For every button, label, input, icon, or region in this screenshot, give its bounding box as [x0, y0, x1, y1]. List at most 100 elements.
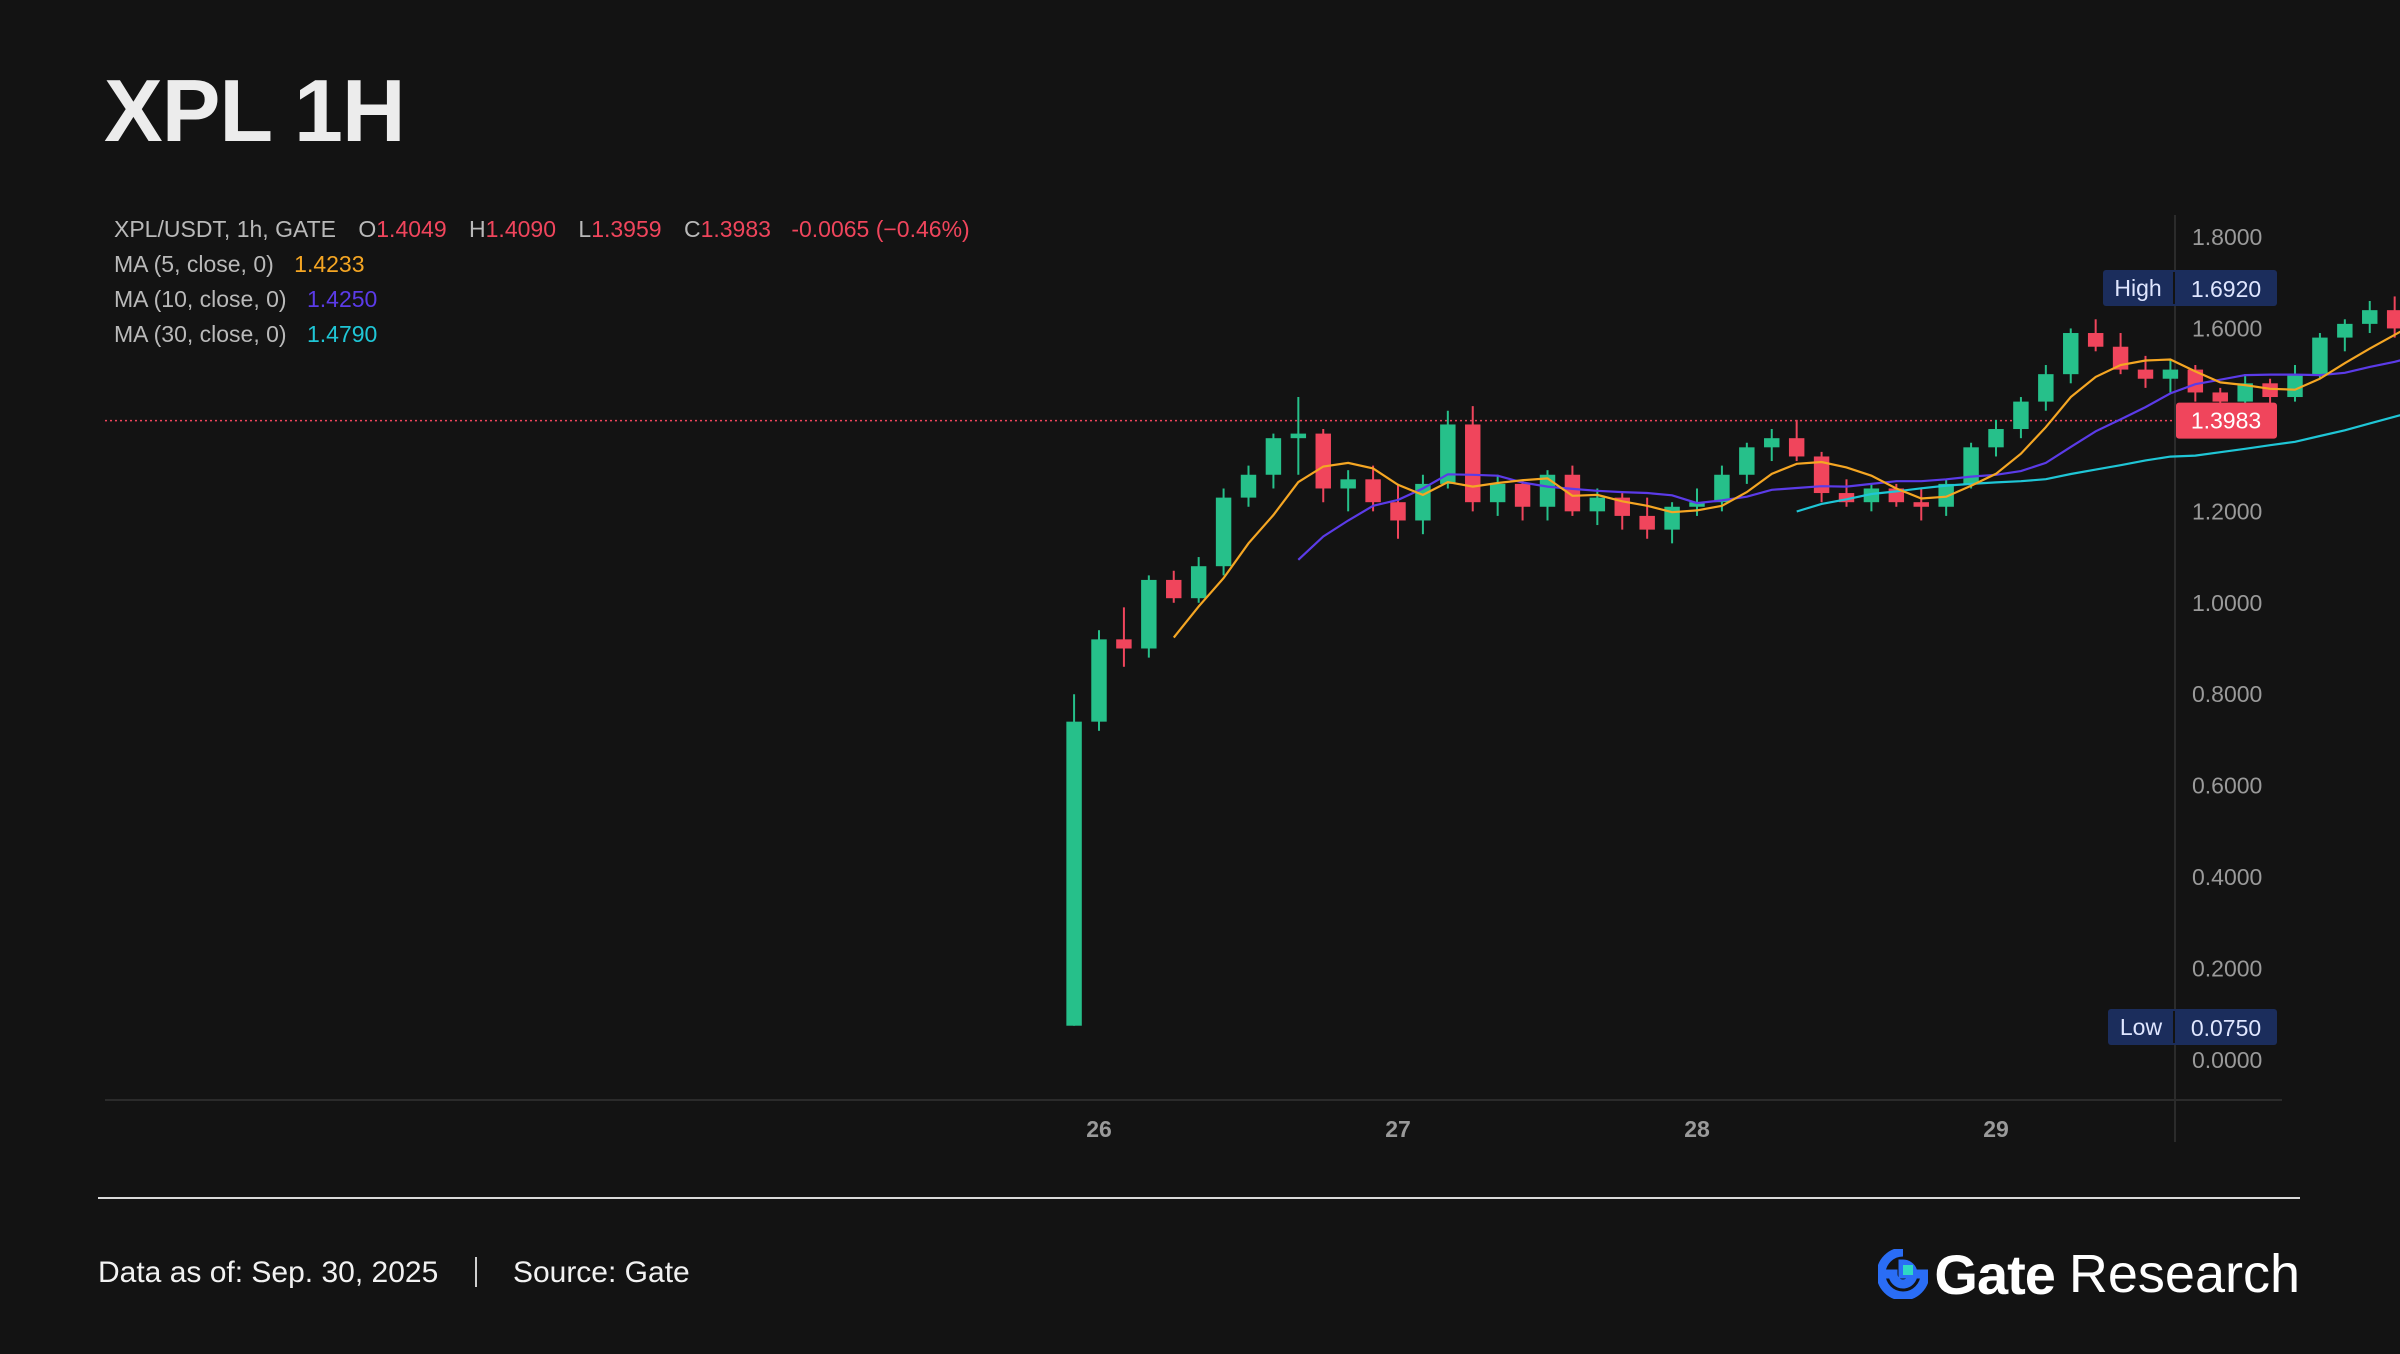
- candle-body: [2312, 337, 2328, 375]
- candle: [2013, 397, 2029, 439]
- legend-ma10-value: 1.4250: [307, 286, 377, 312]
- candle-body: [1689, 502, 1705, 507]
- candle-body: [2087, 333, 2104, 347]
- low-label: Low: [2120, 1014, 2163, 1040]
- svg-text:MA (10, close, 0) 1.4250: MA (10, close, 0) 1.4250: [114, 286, 377, 312]
- candle: [1091, 630, 1107, 731]
- candle-body: [1340, 479, 1356, 489]
- legend-low-label: L: [578, 216, 591, 242]
- candle-body: [2137, 369, 2154, 379]
- candle: [1913, 488, 1929, 521]
- high-value: 1.6920: [2191, 276, 2261, 302]
- candle-body: [1988, 429, 2004, 448]
- candle: [1215, 488, 1232, 576]
- candle: [2287, 365, 2303, 402]
- y-tick-label: 0.6000: [2192, 773, 2262, 799]
- footer-source-info: Data as of: Sep. 30, 2025 Source: Gate: [98, 1256, 690, 1290]
- candle: [1166, 570, 1182, 603]
- candle-body: [1963, 447, 1979, 484]
- candle: [2162, 360, 2179, 393]
- low-marker: Low 0.0750: [2108, 1009, 2277, 1045]
- candle: [1614, 493, 1630, 530]
- candle: [2386, 296, 2400, 338]
- brand-gate: Gate: [1934, 1242, 2055, 1306]
- candle-body: [2237, 383, 2253, 402]
- last-price-badge: 1.3983: [2176, 402, 2277, 439]
- legend: XPL/USDT, 1h, GATE O1.4049 H1.4090 L1.39…: [114, 216, 970, 347]
- candle-body: [2386, 310, 2400, 329]
- gate-research-logo: Gate Research: [1878, 1242, 2300, 1306]
- y-tick-label: 0.0000: [2192, 1047, 2262, 1073]
- candle: [1190, 557, 1207, 603]
- x-tick-label: 26: [1086, 1116, 1112, 1142]
- candle: [1863, 483, 1880, 512]
- candle-body: [1215, 497, 1232, 567]
- svg-text:XPL/USDT, 1h, GATE O1.40: XPL/USDT, 1h, GATE O1.4049 H1.4090 L1.39…: [114, 216, 970, 242]
- candle-body: [1714, 474, 1730, 503]
- ma30-line: [1796, 414, 2400, 513]
- y-tick-label: 1.2000: [2192, 498, 2262, 524]
- candle-body: [1290, 433, 1307, 439]
- legend-high-label: H: [469, 216, 486, 242]
- source-label: Source:: [512, 1256, 617, 1289]
- candle-body: [1514, 483, 1531, 507]
- legend-close-label: C: [684, 216, 701, 242]
- candle: [1141, 575, 1157, 658]
- candle: [1564, 465, 1581, 516]
- candle-body: [1764, 438, 1780, 448]
- y-tick-label: 0.4000: [2192, 864, 2262, 890]
- candle-body: [2262, 383, 2278, 398]
- candlestick-chart[interactable]: 1.8000 1.6000 1.2000 1.0000 0.8000 0.6000 0.40…: [0, 0, 2400, 1190]
- candle: [1066, 694, 1082, 1026]
- candle: [2362, 301, 2378, 334]
- candle: [1988, 419, 2004, 457]
- high-label: High: [2114, 275, 2161, 301]
- brand-research: Research: [2068, 1244, 2300, 1304]
- candle: [2063, 328, 2079, 384]
- candle: [1390, 483, 1406, 539]
- ma10-line: [1297, 359, 2400, 561]
- date-value: Sep. 30, 2025: [251, 1256, 439, 1289]
- legend-open-label: O: [358, 216, 376, 242]
- candle-body: [1539, 474, 1556, 507]
- y-tick-label: 1.6000: [2192, 315, 2262, 341]
- candle: [1415, 474, 1431, 535]
- legend-high-value: 1.4090: [486, 216, 556, 242]
- candle: [2262, 378, 2278, 407]
- y-tick-label: 1.8000: [2192, 224, 2262, 250]
- candle: [2337, 319, 2353, 352]
- candle-body: [1564, 474, 1581, 512]
- candle-body: [2287, 374, 2303, 398]
- candle-body: [1440, 424, 1456, 484]
- candle-body: [2337, 323, 2353, 338]
- low-value: 0.0750: [2191, 1015, 2261, 1041]
- x-tick-label: 29: [1983, 1116, 2009, 1142]
- chart-title: XPL 1H: [104, 61, 405, 160]
- candle-body: [1141, 579, 1157, 649]
- candle: [1365, 465, 1381, 512]
- candle-body: [2362, 310, 2378, 324]
- candle: [1838, 479, 1855, 507]
- candle: [1340, 470, 1356, 512]
- legend-low-value: 1.3959: [591, 216, 661, 242]
- svg-text:MA (30, close, 0) 1.4790: MA (30, close, 0) 1.4790: [114, 321, 377, 347]
- date-label: Data as of:: [98, 1256, 244, 1289]
- candle-body: [1066, 721, 1082, 1026]
- candle-body: [1265, 438, 1282, 475]
- legend-symbol: XPL/USDT, 1h, GATE: [114, 216, 336, 242]
- candle-body: [2063, 333, 2079, 375]
- candle: [1739, 442, 1755, 484]
- y-tick-label: 1.0000: [2192, 590, 2262, 616]
- candle-body: [1838, 493, 1855, 503]
- candle: [1265, 433, 1282, 489]
- legend-ma30-label: MA (30, close, 0): [114, 321, 287, 347]
- x-axis: 26 27 28 29: [1086, 1116, 2009, 1142]
- svg-text:MA (5, close, 0) 1.4233: MA (5, close, 0) 1.4233: [114, 251, 365, 277]
- candle: [1664, 502, 1680, 544]
- candle: [1788, 419, 1805, 462]
- legend-close-value: 1.3983: [701, 216, 771, 242]
- candle-body: [1315, 433, 1331, 489]
- candle: [2312, 333, 2328, 379]
- ma5-line: [1172, 330, 2400, 639]
- footer-divider: [98, 1197, 2300, 1199]
